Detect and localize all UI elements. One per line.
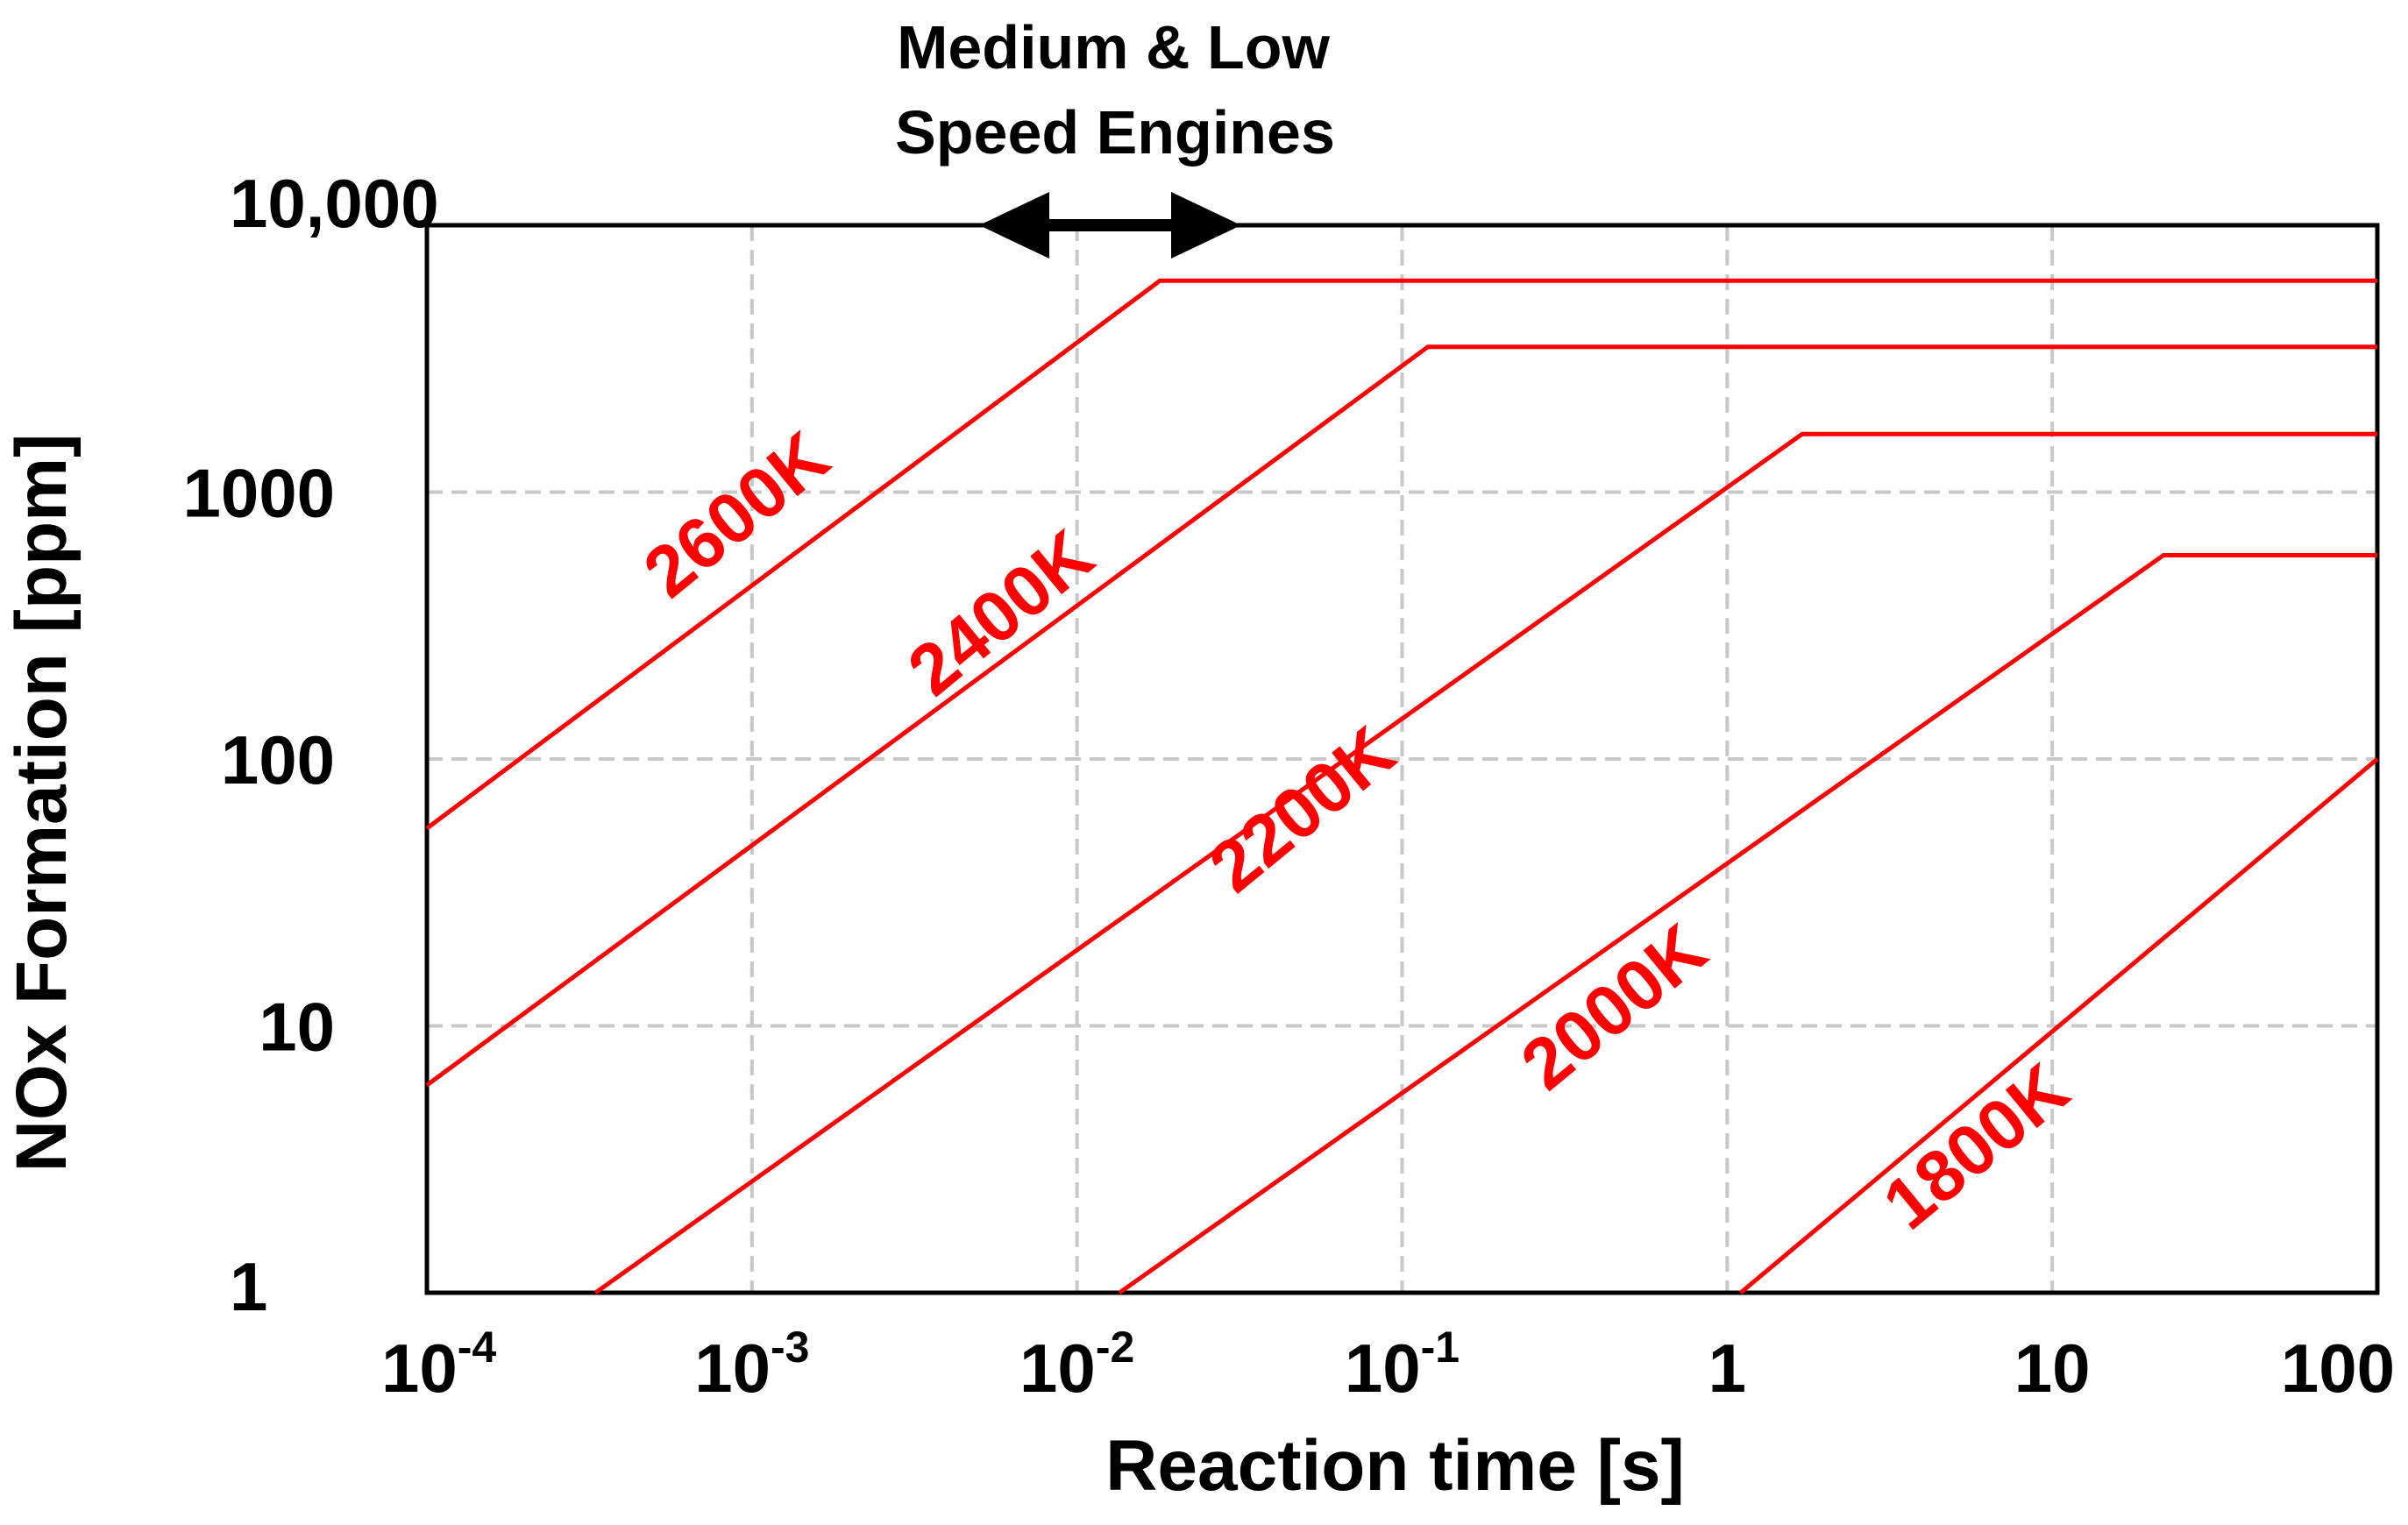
x-tick-base: 10: [694, 1330, 771, 1407]
x-axis-title: Reaction time [s]: [1105, 1426, 1685, 1506]
series-label-2200k: 2200K: [1195, 712, 1409, 908]
x-tick-label: 10-1: [1345, 1323, 1460, 1407]
x-tick-exponent: -1: [1421, 1323, 1460, 1372]
curve-1800k: [1739, 757, 2379, 1294]
x-tick-label: 10-2: [1019, 1323, 1134, 1407]
x-tick-base: 10: [1345, 1330, 1421, 1407]
curve-2600k: [425, 278, 2377, 831]
x-tick-label: 10-3: [694, 1323, 809, 1407]
x-tick-label: 1: [1708, 1330, 1746, 1407]
y-tick-label: 100: [221, 721, 335, 798]
annotation-line-2: Speed Engines: [895, 98, 1335, 167]
x-tick-base: 10: [381, 1330, 458, 1407]
x-tick-base: 10: [2014, 1330, 2091, 1407]
x-tick-labels: 10-4 10-3 10-2 10-1 1 10 100: [381, 1323, 2395, 1407]
x-tick-base: 1: [1708, 1330, 1746, 1407]
series-label-2600k: 2600K: [629, 417, 843, 614]
arrow-left-icon: [979, 192, 1050, 259]
y-tick-label: 1: [230, 1248, 267, 1325]
speed-engines-annotation: Medium & Low Speed Engines: [895, 13, 1335, 259]
series-label-2000k: 2000K: [1507, 909, 1721, 1105]
y-tick-label: 10,000: [230, 165, 439, 242]
y-tick-labels: 1 10 100 1000 10,000: [182, 165, 438, 1325]
annotation-line-1: Medium & Low: [897, 13, 1330, 82]
x-tick-base: 10: [1019, 1330, 1096, 1407]
curves: [425, 278, 2379, 1295]
arrow-right-icon: [1170, 192, 1241, 259]
x-tick-exponent: -4: [458, 1323, 497, 1372]
x-tick-base: 100: [2281, 1330, 2395, 1407]
curve-2400k: [425, 344, 2377, 1088]
x-tick-exponent: -3: [771, 1323, 809, 1372]
curve-2000k: [1118, 553, 2377, 1295]
curve-2200k: [593, 431, 2377, 1295]
y-axis-title: NOx Formation [ppm]: [2, 434, 82, 1173]
x-tick-exponent: -2: [1096, 1323, 1134, 1372]
grid-lines: [427, 225, 2377, 1293]
x-tick-label: 100: [2281, 1330, 2395, 1407]
y-tick-label: 1000: [182, 455, 335, 532]
x-tick-label: 10-4: [381, 1323, 496, 1407]
x-tick-label: 10: [2014, 1330, 2091, 1407]
y-tick-label: 10: [259, 989, 335, 1066]
